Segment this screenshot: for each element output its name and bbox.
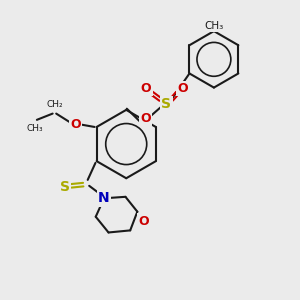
Text: O: O <box>177 82 188 95</box>
Text: O: O <box>140 112 151 125</box>
Text: N: N <box>98 191 110 205</box>
Text: CH₃: CH₃ <box>204 21 224 31</box>
Text: O: O <box>141 82 152 95</box>
Text: O: O <box>70 118 80 131</box>
Text: O: O <box>139 214 149 227</box>
Text: S: S <box>60 180 70 194</box>
Text: CH₃: CH₃ <box>27 124 44 133</box>
Text: CH₂: CH₂ <box>46 100 63 109</box>
Text: S: S <box>161 97 171 111</box>
